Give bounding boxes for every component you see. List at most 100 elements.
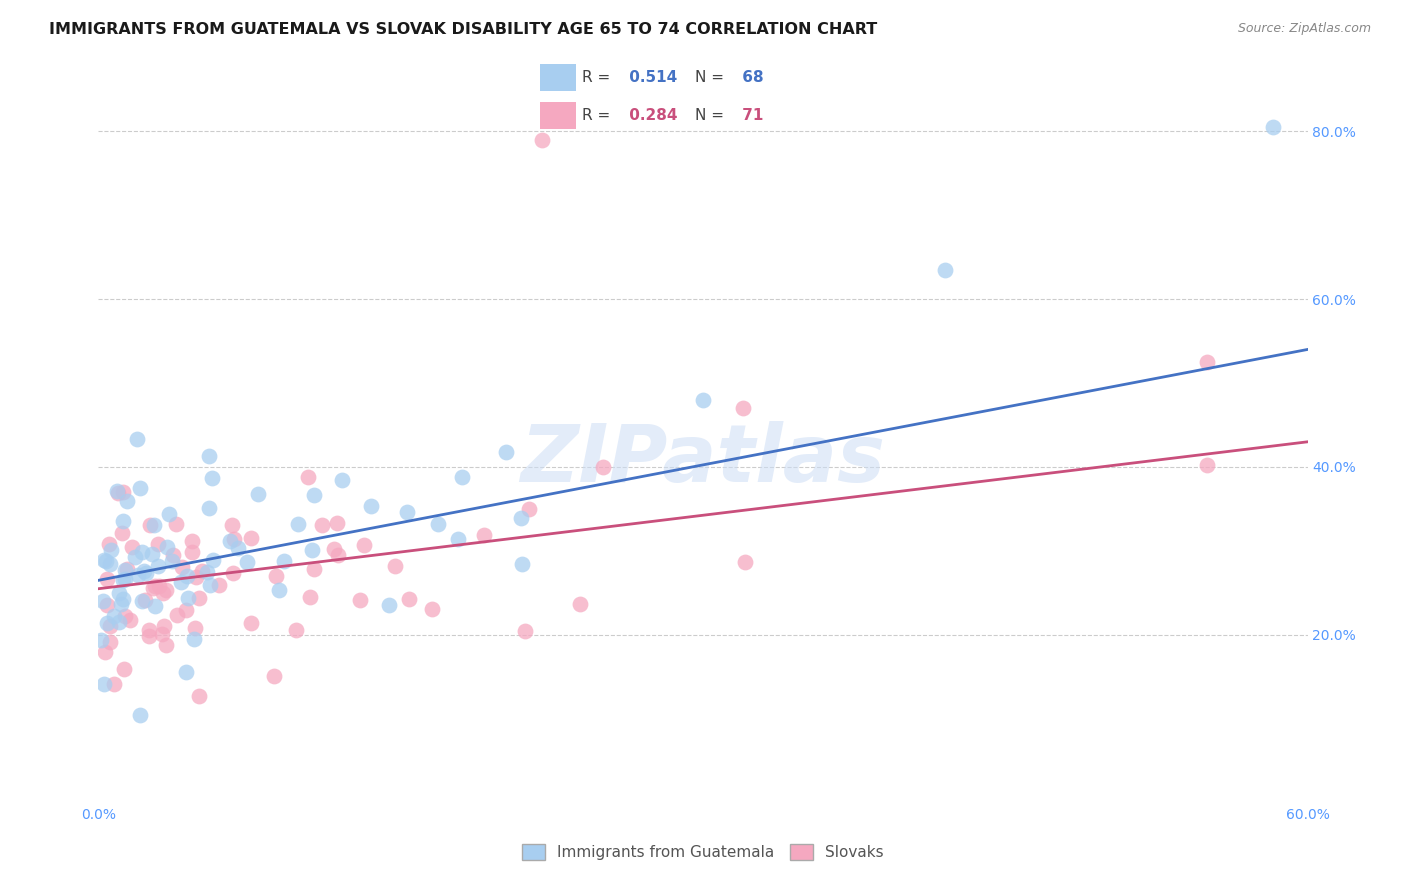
Point <box>152 586 174 600</box>
Point <box>114 563 136 577</box>
Point <box>165 516 187 531</box>
Point <box>170 575 193 590</box>
Point <box>135 566 157 580</box>
Point <box>208 578 231 592</box>
Text: Source: ZipAtlas.com: Source: ZipAtlas.com <box>1237 22 1371 36</box>
Point <box>98 557 121 571</box>
Point <box>328 548 350 562</box>
Point <box>183 632 205 647</box>
Point <box>349 592 371 607</box>
Point <box>143 599 166 614</box>
Point <box>426 517 449 532</box>
Point <box>1195 458 1218 472</box>
Point <box>284 623 307 637</box>
Text: ZIPatlas: ZIPatlas <box>520 421 886 500</box>
Point <box>93 645 115 659</box>
Point <box>195 565 218 579</box>
Point <box>125 432 148 446</box>
Point <box>121 540 143 554</box>
Point <box>420 601 443 615</box>
Point <box>129 708 152 723</box>
Text: N =: N = <box>695 108 724 123</box>
FancyBboxPatch shape <box>540 63 576 91</box>
Point <box>198 501 221 516</box>
Point <box>142 517 165 532</box>
Point <box>114 572 136 586</box>
Point <box>184 621 207 635</box>
Point <box>129 482 152 496</box>
Point <box>176 569 198 583</box>
Point <box>568 598 591 612</box>
Point <box>287 517 309 532</box>
Text: R =: R = <box>582 108 610 123</box>
Point <box>124 550 146 565</box>
Point <box>226 541 249 556</box>
Point <box>142 581 165 595</box>
Point <box>222 532 245 546</box>
Text: 0.284: 0.284 <box>624 108 678 123</box>
Point <box>143 578 166 592</box>
Point <box>447 532 470 546</box>
Point <box>96 572 118 586</box>
Point <box>509 511 531 525</box>
Point <box>141 547 163 561</box>
Point <box>236 555 259 569</box>
Point <box>734 555 756 569</box>
Point <box>530 132 553 146</box>
Point <box>384 559 406 574</box>
Point <box>153 619 176 633</box>
Point <box>177 591 200 606</box>
Point <box>198 578 221 592</box>
Point <box>127 567 149 582</box>
Point <box>107 485 129 500</box>
Point <box>157 507 180 521</box>
Point <box>495 445 517 459</box>
Point <box>131 594 153 608</box>
Point <box>114 608 136 623</box>
Point <box>201 553 224 567</box>
Point <box>181 544 204 558</box>
Point <box>155 582 177 597</box>
Point <box>311 518 333 533</box>
Point <box>1263 120 1285 134</box>
Point <box>96 615 118 630</box>
Point <box>131 545 153 559</box>
Point <box>112 662 135 676</box>
Point <box>138 629 160 643</box>
Point <box>166 608 188 623</box>
Point <box>146 558 169 573</box>
Point <box>90 633 112 648</box>
Point <box>360 499 382 513</box>
Point <box>197 450 219 464</box>
Point <box>103 677 125 691</box>
Point <box>112 591 135 606</box>
Point <box>112 484 135 499</box>
FancyBboxPatch shape <box>540 102 576 129</box>
Point <box>94 554 117 568</box>
Point <box>150 627 173 641</box>
Point <box>510 558 533 572</box>
Point <box>181 533 204 548</box>
Text: N =: N = <box>695 70 724 85</box>
Point <box>513 624 536 638</box>
Point <box>263 669 285 683</box>
Point <box>353 538 375 552</box>
Point <box>138 624 160 638</box>
Text: 71: 71 <box>737 108 763 123</box>
Point <box>246 486 269 500</box>
Point <box>97 536 120 550</box>
Point <box>222 566 245 580</box>
Point <box>110 597 132 611</box>
Point <box>377 598 399 612</box>
Point <box>187 591 209 605</box>
Point <box>170 560 193 574</box>
Point <box>174 665 197 679</box>
Point <box>239 615 262 630</box>
Text: 0.514: 0.514 <box>624 70 678 85</box>
Point <box>96 599 118 613</box>
Point <box>304 487 326 501</box>
Point <box>395 505 418 519</box>
Point <box>132 565 155 579</box>
Point <box>120 613 142 627</box>
Point <box>174 603 197 617</box>
